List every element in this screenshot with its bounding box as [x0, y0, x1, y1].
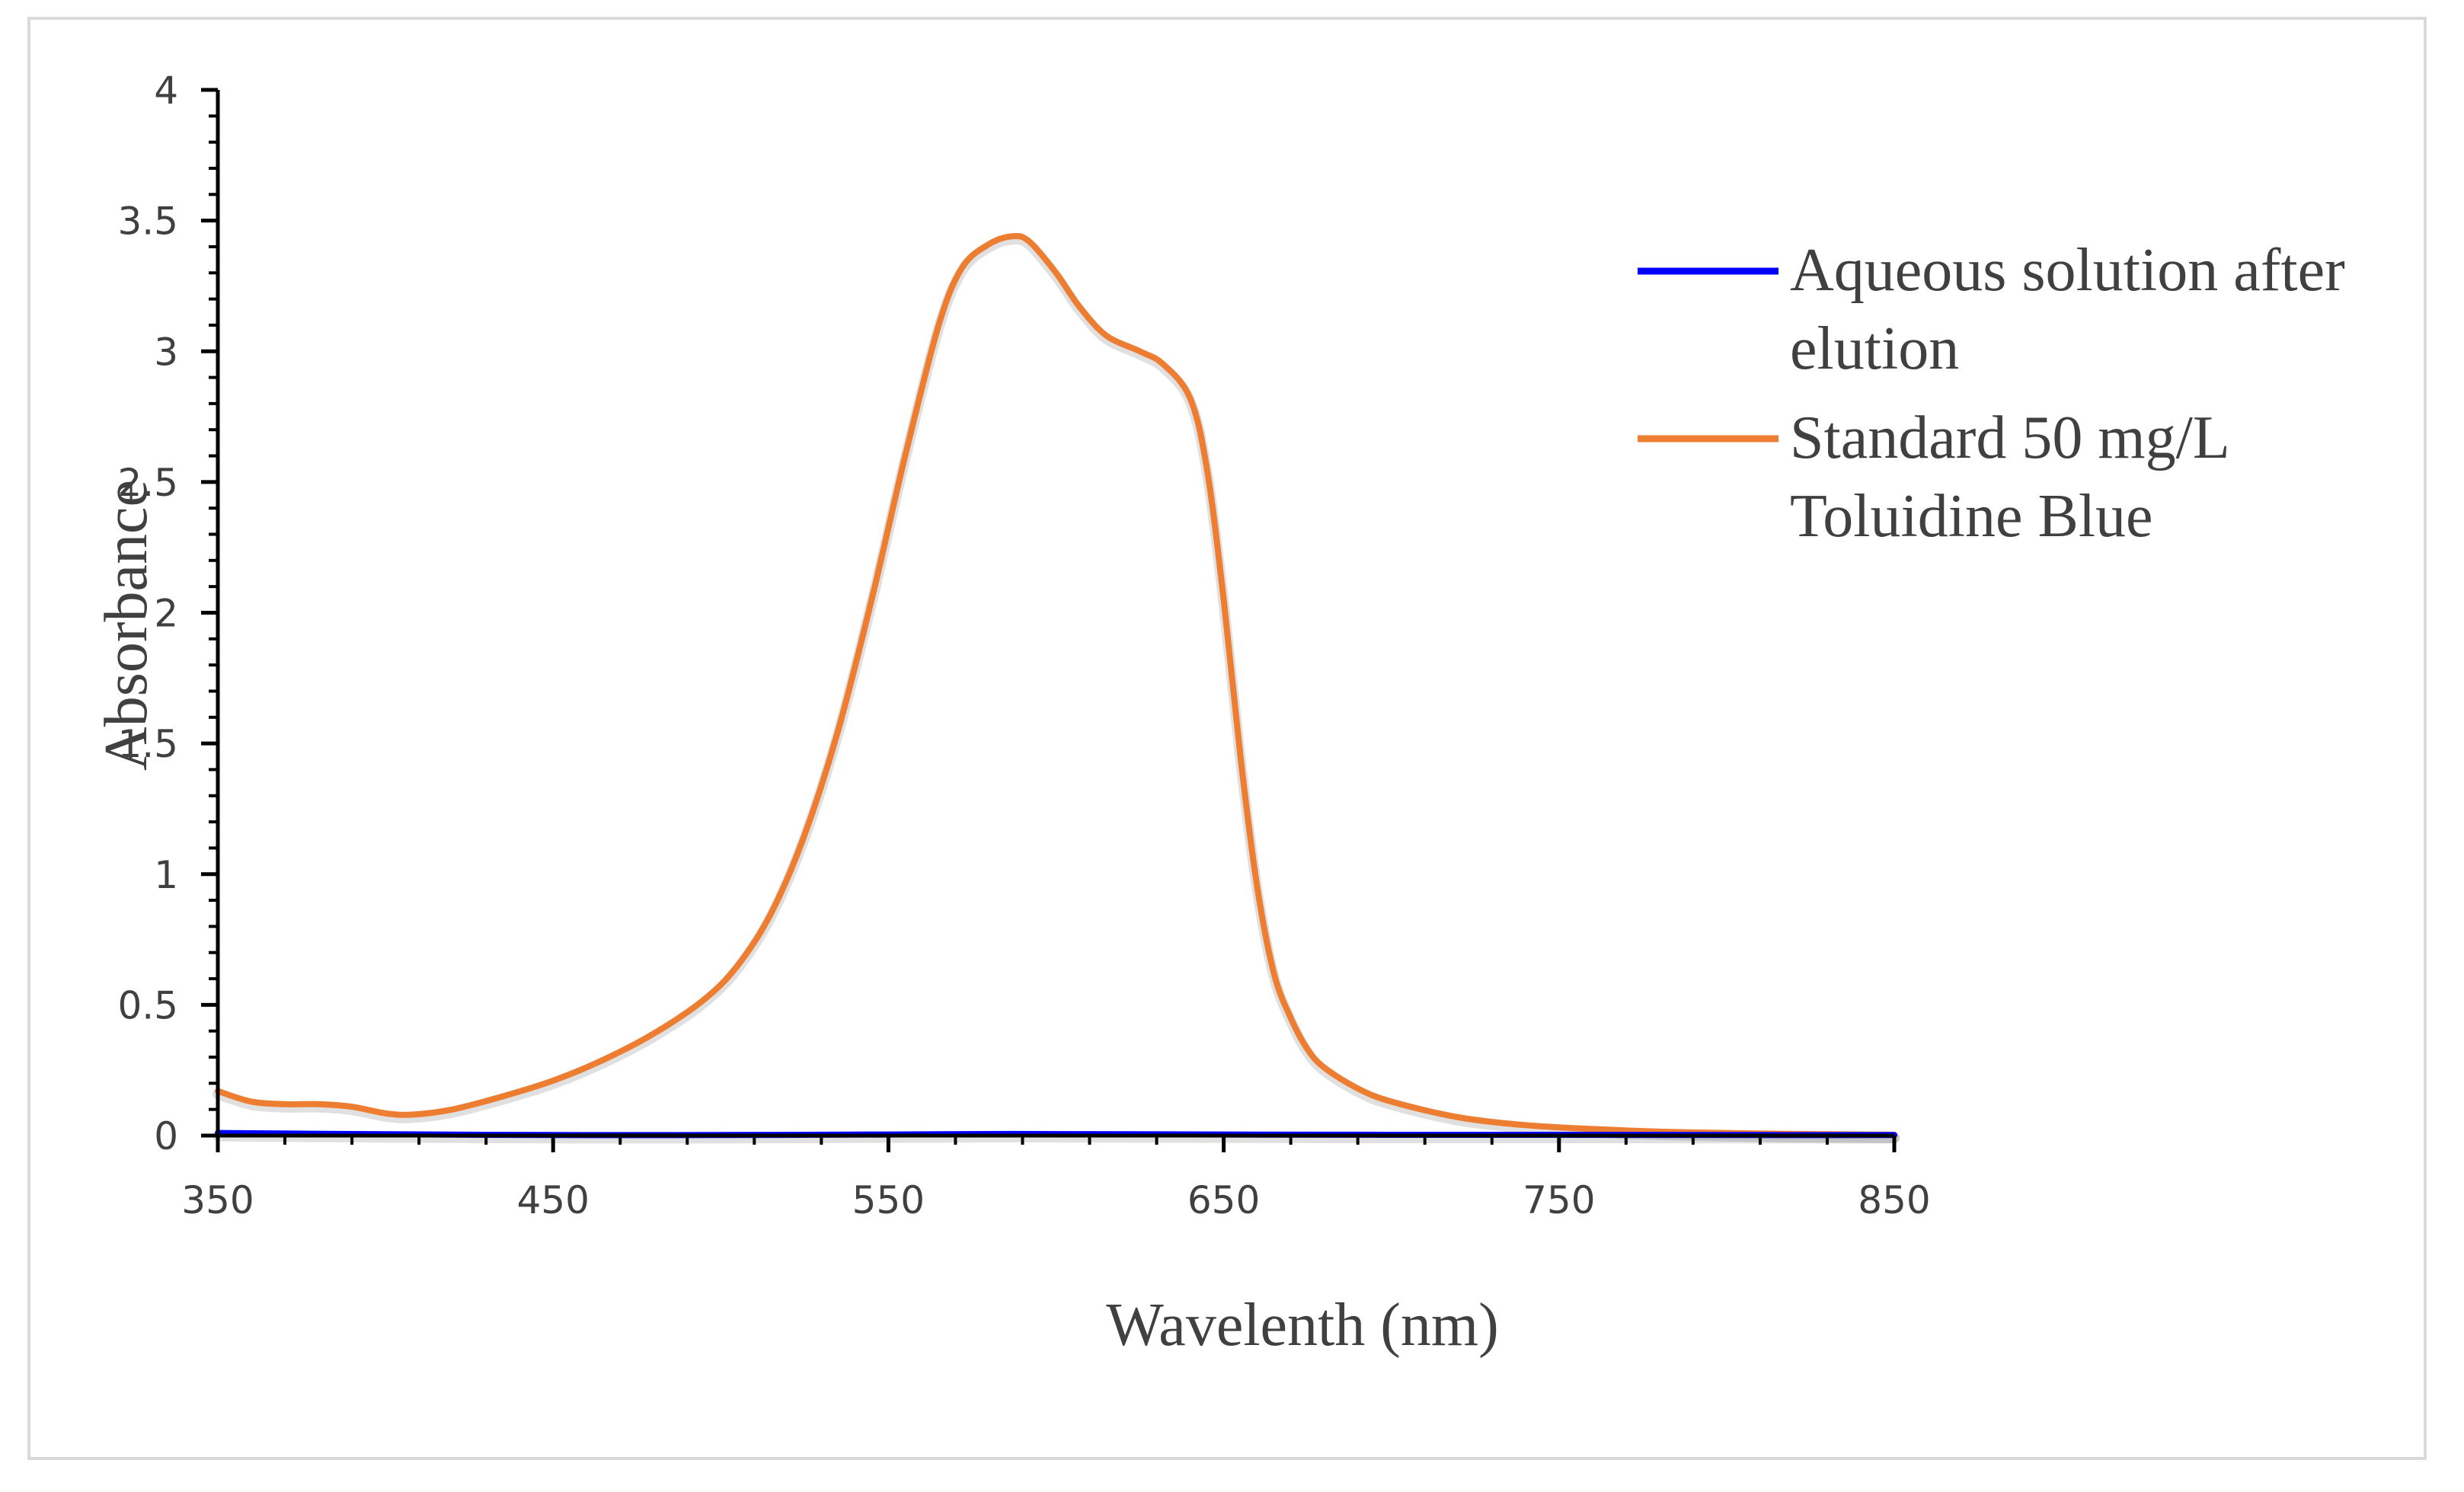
y-tick-label: 3.5: [117, 200, 178, 244]
x-tick-label: 850: [1858, 1178, 1930, 1222]
x-tick-label: 750: [1523, 1178, 1595, 1222]
chart-frame: 0 0.5 1 1.5 2 2.5 3 3.5 4 350 450 550 650 750 850 Wav…: [27, 17, 2427, 1460]
legend: Aqueous solution after elution Standard 50…: [1638, 237, 2345, 550]
x-ticks: 350 450 550 650 750 850: [181, 1136, 1931, 1222]
y-tick-label: 1.5: [117, 722, 178, 766]
y-tick-label: 4: [154, 69, 178, 113]
x-tick-label: 450: [516, 1178, 589, 1222]
x-tick-label: 550: [852, 1178, 925, 1222]
y-tick-label: 3: [154, 330, 178, 374]
y-tick-label: 1: [154, 853, 178, 897]
y-axis-title: Absorbance: [93, 480, 160, 771]
spectrum-chart: 0 0.5 1 1.5 2 2.5 3 3.5 4 350 450 550 650 750 850 Wav…: [93, 69, 2345, 1359]
y-tick-label: 0: [154, 1114, 178, 1158]
legend-entry-0: Aqueous solution after elution: [1638, 237, 2345, 382]
x-tick-label: 650: [1187, 1178, 1260, 1222]
x-tick-label: 350: [181, 1178, 254, 1222]
legend-label: Standard 50 mg/L: [1790, 404, 2230, 471]
legend-label: Toluidine Blue: [1790, 483, 2153, 550]
legend-entry-1: Standard 50 mg/L Toluidine Blue: [1638, 404, 2230, 550]
series-line-shadow-1: [213, 233, 1900, 1143]
y-tick-label: 2: [154, 592, 178, 636]
plot-area: 0 0.5 1 1.5 2 2.5 3 3.5 4 350 450 550 650 750 850: [117, 69, 1930, 1222]
legend-label: Aqueous solution after: [1790, 237, 2345, 304]
y-tick-label: 0.5: [117, 983, 178, 1027]
series-layer: [213, 232, 1900, 1144]
x-axis-title: Wavelenth (nm): [1106, 1292, 1499, 1359]
legend-label: elution: [1790, 315, 1959, 382]
y-tick-label: 2.5: [117, 461, 178, 505]
y-ticks: 0 0.5 1 1.5 2 2.5 3 3.5 4: [117, 69, 218, 1158]
series-line-1: [215, 232, 1897, 1138]
